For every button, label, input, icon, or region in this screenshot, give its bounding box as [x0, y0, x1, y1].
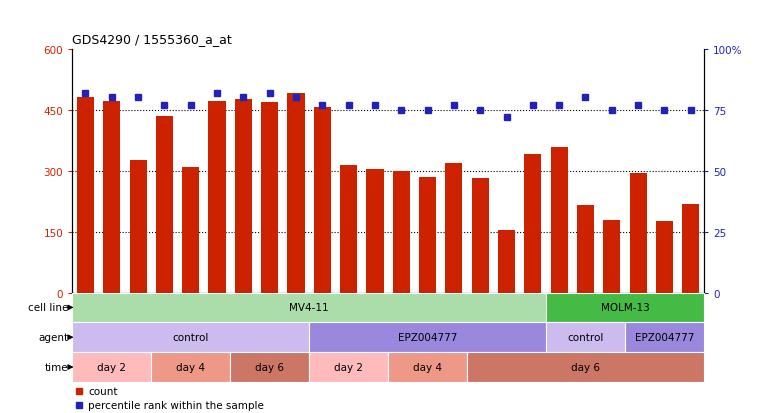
- Bar: [656, 222, 673, 293]
- Bar: [603, 221, 620, 293]
- Bar: [498, 230, 515, 293]
- Bar: [629, 174, 647, 293]
- Text: control: control: [567, 332, 603, 342]
- Bar: [77, 98, 94, 293]
- Text: day 4: day 4: [413, 362, 442, 372]
- Bar: [314, 107, 331, 293]
- Bar: [129, 161, 147, 293]
- Bar: [231, 352, 309, 382]
- Bar: [546, 293, 704, 323]
- Text: day 4: day 4: [177, 362, 205, 372]
- Bar: [72, 323, 309, 352]
- Bar: [366, 169, 384, 293]
- Text: day 6: day 6: [255, 362, 284, 372]
- Text: MV4-11: MV4-11: [289, 303, 329, 313]
- Text: day 2: day 2: [97, 362, 126, 372]
- Bar: [103, 102, 120, 293]
- Text: day 2: day 2: [334, 362, 363, 372]
- Bar: [472, 178, 489, 293]
- Bar: [288, 93, 304, 293]
- Text: agent: agent: [38, 332, 68, 342]
- Bar: [419, 177, 436, 293]
- Bar: [524, 155, 541, 293]
- Bar: [151, 352, 231, 382]
- Bar: [625, 323, 704, 352]
- Text: GDS4290 / 1555360_a_at: GDS4290 / 1555360_a_at: [72, 33, 232, 45]
- Text: time: time: [45, 362, 68, 372]
- Bar: [388, 352, 467, 382]
- Text: EPZ004777: EPZ004777: [635, 332, 694, 342]
- Text: cell line: cell line: [28, 303, 68, 313]
- Bar: [682, 204, 699, 293]
- Bar: [209, 102, 225, 293]
- Bar: [309, 352, 388, 382]
- Bar: [546, 323, 625, 352]
- Bar: [156, 116, 173, 293]
- Bar: [182, 167, 199, 293]
- Bar: [261, 103, 279, 293]
- Bar: [340, 165, 357, 293]
- Bar: [445, 164, 463, 293]
- Bar: [72, 293, 546, 323]
- Bar: [72, 352, 151, 382]
- Bar: [577, 206, 594, 293]
- Text: day 6: day 6: [571, 362, 600, 372]
- Bar: [467, 352, 704, 382]
- Text: percentile rank within the sample: percentile rank within the sample: [88, 400, 264, 410]
- Bar: [551, 148, 568, 293]
- Text: EPZ004777: EPZ004777: [398, 332, 457, 342]
- Bar: [309, 323, 546, 352]
- Text: MOLM-13: MOLM-13: [600, 303, 649, 313]
- Text: count: count: [88, 386, 118, 396]
- Bar: [393, 171, 410, 293]
- Text: control: control: [173, 332, 209, 342]
- Bar: [235, 100, 252, 293]
